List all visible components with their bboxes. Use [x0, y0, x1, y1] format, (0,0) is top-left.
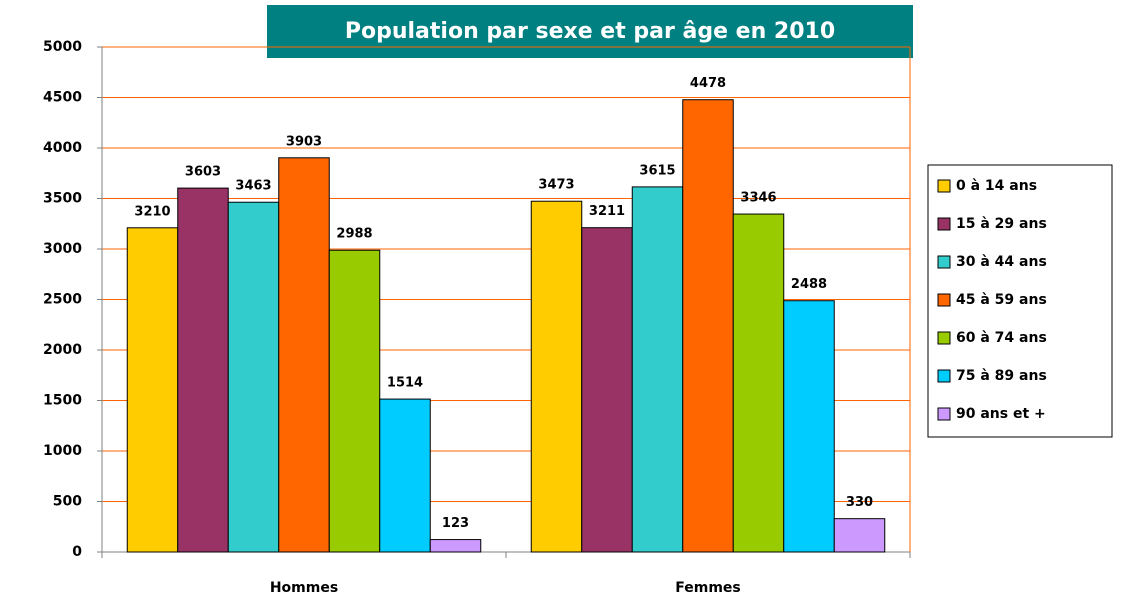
y-tick-label: 1000 — [43, 443, 82, 459]
value-label: 3603 — [185, 165, 221, 180]
y-tick-label: 1500 — [43, 393, 82, 409]
x-tick-label: Femmes — [675, 580, 741, 596]
y-tick-label: 4000 — [43, 140, 82, 156]
x-tick-label: Hommes — [270, 580, 338, 596]
value-label: 2488 — [791, 277, 827, 292]
bar — [732, 213, 785, 553]
legend-label: 45 à 59 ans — [956, 292, 1047, 308]
legend-label: 0 à 14 ans — [956, 178, 1037, 194]
value-label: 3473 — [538, 178, 574, 193]
value-label: 330 — [846, 495, 873, 510]
legend-swatch — [937, 407, 951, 421]
value-label: 3211 — [589, 204, 625, 219]
value-label: 3210 — [134, 204, 170, 219]
legend-swatch — [937, 331, 951, 345]
value-label: 1514 — [387, 376, 423, 391]
legend-swatch — [937, 369, 951, 383]
bar — [328, 249, 381, 553]
bar — [833, 518, 886, 553]
y-tick-label: 500 — [53, 494, 82, 510]
bar — [429, 539, 482, 553]
y-tick-label: 0 — [72, 544, 82, 560]
value-label: 3346 — [740, 191, 776, 206]
value-label: 2988 — [336, 227, 372, 242]
legend-label: 75 à 89 ans — [956, 368, 1047, 384]
legend-swatch — [937, 217, 951, 231]
bar — [783, 300, 835, 553]
y-tick-label: 3500 — [43, 191, 82, 207]
y-tick-label: 3000 — [43, 241, 82, 257]
bar — [278, 157, 330, 553]
legend-label: 60 à 74 ans — [956, 330, 1047, 346]
bar — [581, 227, 633, 553]
title-box — [267, 5, 913, 58]
legend-label: 15 à 29 ans — [956, 216, 1047, 232]
y-tick-label: 2000 — [43, 342, 82, 358]
bar — [379, 398, 431, 553]
legend-swatch — [937, 255, 951, 269]
bar — [126, 227, 179, 553]
legend-swatch — [937, 179, 951, 193]
bar — [177, 187, 229, 553]
legend-box — [927, 164, 1113, 438]
value-label: 4478 — [690, 76, 726, 91]
value-label: 3615 — [639, 163, 675, 178]
legend-label: 90 ans et + — [956, 406, 1046, 422]
value-label: 123 — [442, 516, 469, 531]
bar — [682, 99, 734, 553]
legend-label: 30 à 44 ans — [956, 254, 1047, 270]
value-label: 3903 — [286, 134, 322, 149]
bar — [631, 186, 684, 553]
y-tick-label: 4500 — [43, 90, 82, 106]
chart-title: Population par sexe et par âge en 2010 — [345, 19, 835, 44]
bar — [227, 201, 280, 553]
value-label: 3463 — [235, 179, 271, 194]
y-tick-label: 5000 — [43, 39, 82, 55]
bar — [530, 200, 583, 553]
legend-swatch — [937, 293, 951, 307]
y-tick-label: 2500 — [43, 292, 82, 308]
